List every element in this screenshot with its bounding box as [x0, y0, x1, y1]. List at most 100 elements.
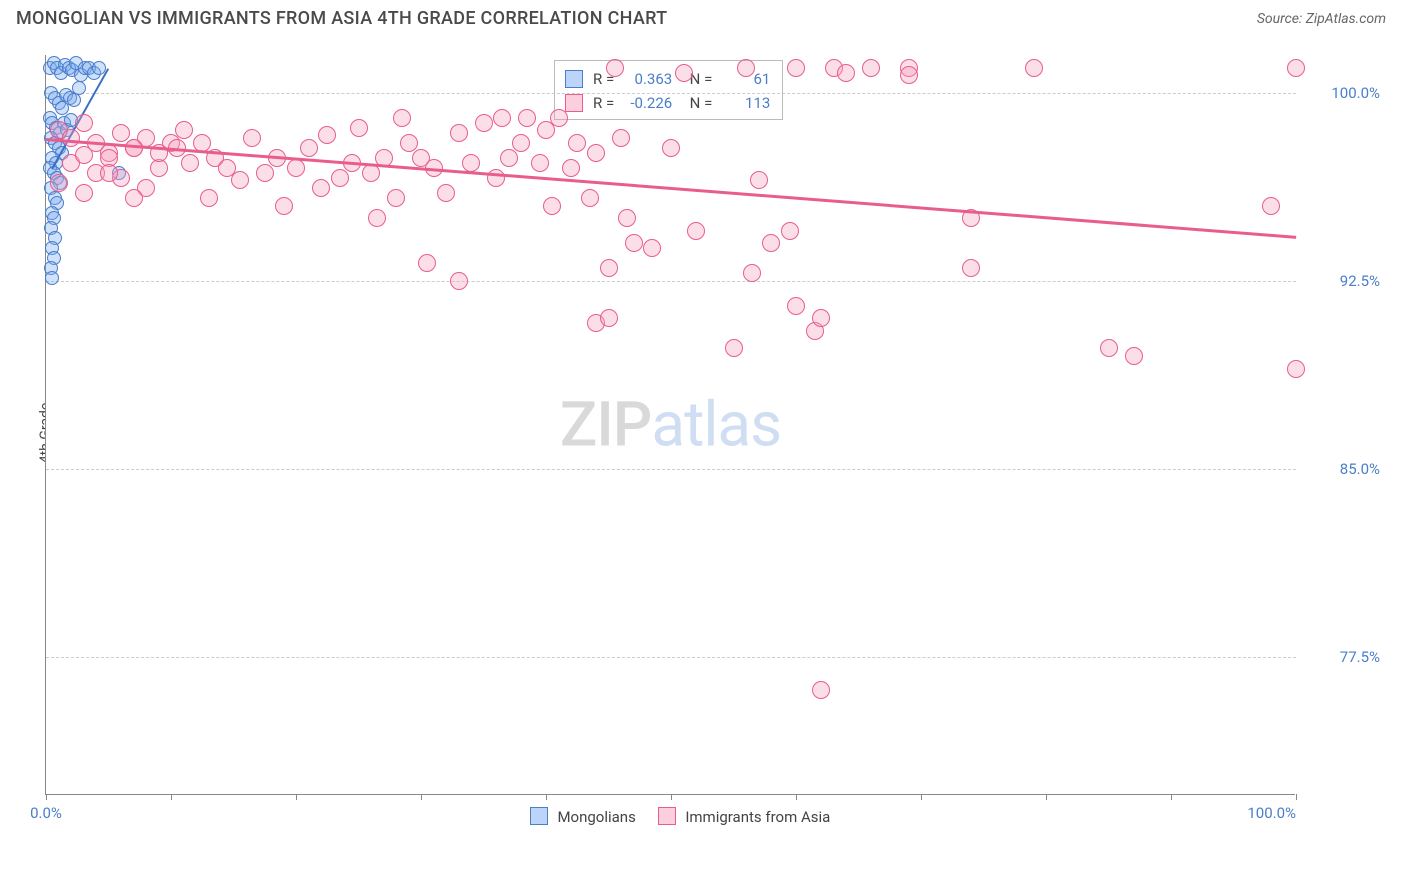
scatter-point-pink	[487, 169, 505, 187]
scatter-point-pink	[743, 264, 761, 282]
chart-title: MONGOLIAN VS IMMIGRANTS FROM ASIA 4TH GR…	[16, 8, 667, 29]
chart-source: Source: ZipAtlas.com	[1257, 11, 1386, 27]
scatter-point-pink	[781, 222, 799, 240]
legend-n-label: N =	[682, 91, 712, 115]
scatter-point-pink	[550, 109, 568, 127]
watermark-part1: ZIP	[560, 388, 652, 461]
scatter-point-pink	[543, 197, 561, 215]
scatter-point-pink	[1262, 197, 1280, 215]
xtick	[296, 794, 297, 800]
scatter-point-pink	[787, 59, 805, 77]
scatter-point-pink	[493, 109, 511, 127]
xtick	[171, 794, 172, 800]
bottom-legend: Mongolians Immigrants from Asia	[46, 807, 1296, 826]
scatter-point-pink	[62, 129, 80, 147]
scatter-point-pink	[662, 139, 680, 157]
legend-r-pink: -0.226	[624, 91, 672, 115]
scatter-point-pink	[531, 154, 549, 172]
scatter-point-pink	[475, 114, 493, 132]
chart-container: 4th Grade ZIPatlas R = 0.363 N = 61 R = …	[45, 55, 1385, 803]
scatter-point-pink	[437, 184, 455, 202]
ytick-label: 85.0%	[1300, 460, 1380, 478]
scatter-point-pink	[518, 109, 536, 127]
scatter-point-pink	[568, 134, 586, 152]
swatch-pink-icon	[565, 94, 583, 112]
scatter-point-pink	[362, 164, 380, 182]
legend-r-label: R =	[593, 91, 614, 115]
scatter-point-pink	[200, 189, 218, 207]
scatter-point-pink	[562, 159, 580, 177]
scatter-point-pink	[256, 164, 274, 182]
scatter-point-pink	[393, 109, 411, 127]
scatter-point-pink	[862, 59, 880, 77]
scatter-point-pink	[587, 144, 605, 162]
plot-area: ZIPatlas R = 0.363 N = 61 R = -0.226 N =…	[45, 55, 1295, 795]
xtick	[46, 794, 47, 800]
scatter-point-pink	[100, 164, 118, 182]
scatter-point-pink	[418, 254, 436, 272]
ytick-label: 92.5%	[1300, 272, 1380, 290]
gridline-h	[46, 93, 1296, 94]
scatter-point-pink	[687, 222, 705, 240]
scatter-point-pink	[625, 234, 643, 252]
watermark-part2: atlas	[651, 388, 781, 461]
scatter-point-pink	[512, 134, 530, 152]
scatter-point-pink	[762, 234, 780, 252]
gridline-h	[46, 469, 1296, 470]
scatter-point-pink	[75, 114, 93, 132]
scatter-point-pink	[600, 309, 618, 327]
scatter-point-pink	[1287, 360, 1305, 378]
legend-r-blue: 0.363	[624, 67, 672, 91]
ytick-label: 100.0%	[1300, 84, 1380, 102]
scatter-point-blue	[45, 271, 59, 285]
scatter-point-pink	[1025, 59, 1043, 77]
xtick	[796, 794, 797, 800]
scatter-point-pink	[606, 59, 624, 77]
swatch-blue-icon	[530, 807, 548, 825]
scatter-point-pink	[450, 272, 468, 290]
scatter-point-blue	[72, 81, 86, 95]
scatter-point-pink	[1287, 59, 1305, 77]
scatter-point-pink	[400, 134, 418, 152]
xtick	[921, 794, 922, 800]
legend-n-pink: 113	[722, 91, 770, 115]
xtick-label: 100.0%	[1247, 804, 1296, 822]
scatter-point-pink	[275, 197, 293, 215]
scatter-point-pink	[312, 179, 330, 197]
gridline-h	[46, 657, 1296, 658]
scatter-point-pink	[75, 184, 93, 202]
scatter-point-pink	[181, 154, 199, 172]
scatter-point-pink	[243, 129, 261, 147]
xtick	[421, 794, 422, 800]
scatter-point-blue	[92, 61, 106, 75]
scatter-point-pink	[387, 189, 405, 207]
ytick-label: 77.5%	[1300, 648, 1380, 666]
scatter-point-pink	[812, 309, 830, 327]
scatter-point-pink	[231, 171, 249, 189]
scatter-point-pink	[643, 239, 661, 257]
swatch-pink-icon	[658, 807, 676, 825]
swatch-blue-icon	[565, 70, 583, 88]
scatter-point-pink	[812, 681, 830, 699]
scatter-point-pink	[612, 129, 630, 147]
scatter-point-blue	[67, 93, 81, 107]
scatter-point-pink	[787, 297, 805, 315]
scatter-point-pink	[500, 149, 518, 167]
scatter-point-pink	[112, 124, 130, 142]
xtick	[1296, 794, 1297, 800]
scatter-point-pink	[1100, 339, 1118, 357]
scatter-point-pink	[737, 59, 755, 77]
scatter-point-pink	[462, 154, 480, 172]
scatter-point-pink	[675, 64, 693, 82]
scatter-point-pink	[125, 189, 143, 207]
scatter-point-pink	[318, 126, 336, 144]
scatter-point-pink	[175, 121, 193, 139]
legend-row-pink: R = -0.226 N = 113	[565, 91, 770, 115]
scatter-point-pink	[50, 174, 68, 192]
scatter-point-pink	[600, 259, 618, 277]
bottom-legend-pink: Immigrants from Asia	[685, 808, 830, 826]
scatter-point-pink	[368, 209, 386, 227]
scatter-point-pink	[350, 119, 368, 137]
scatter-point-pink	[331, 169, 349, 187]
xtick-label: 0.0%	[30, 804, 62, 822]
